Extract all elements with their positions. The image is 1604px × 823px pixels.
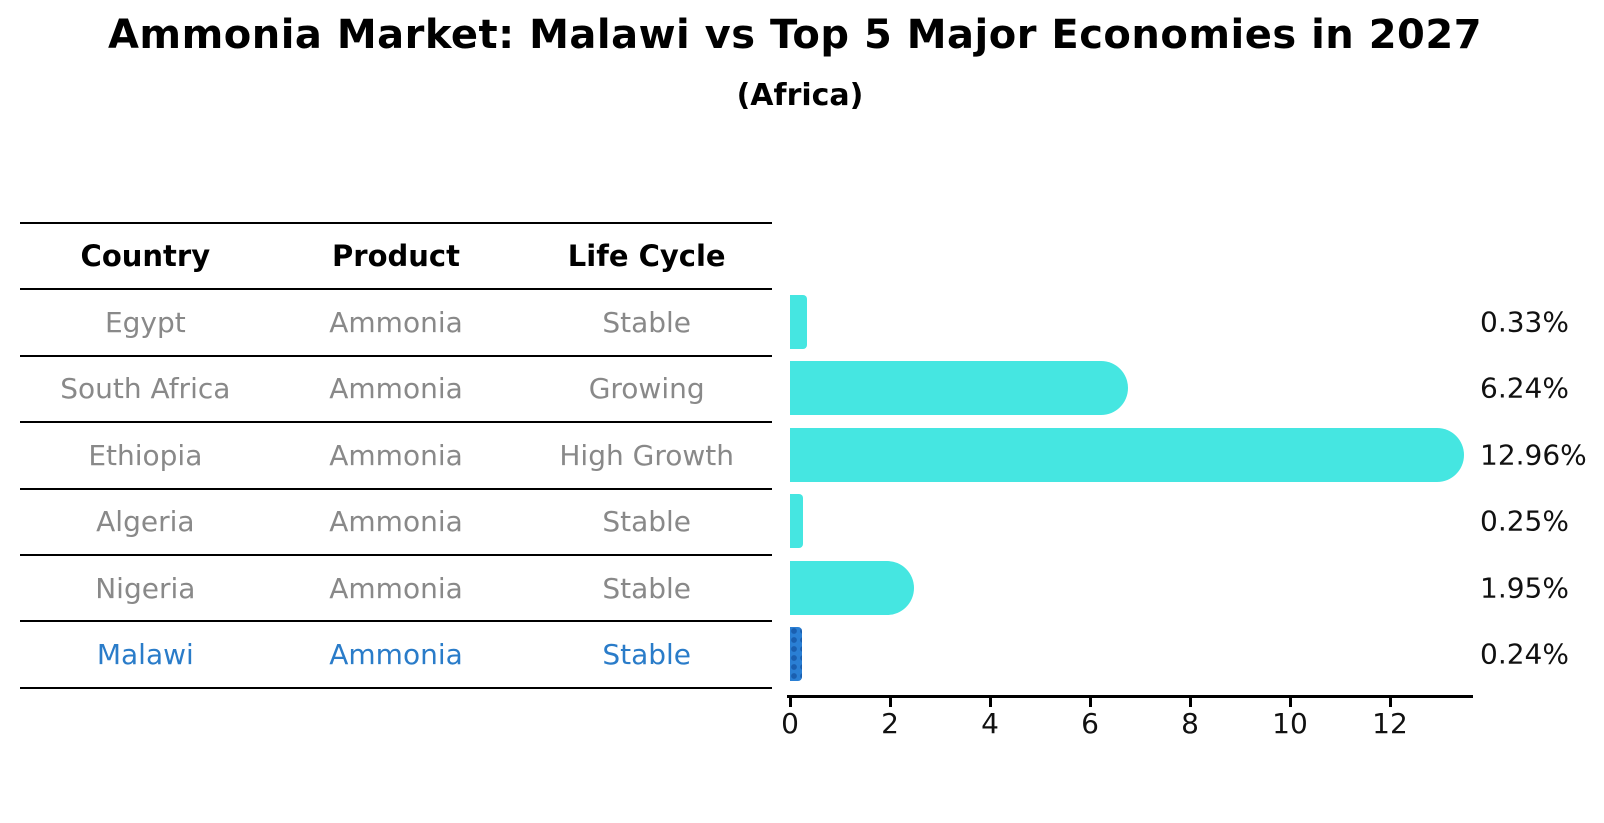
- bar-value-label: 12.96%: [1480, 438, 1587, 472]
- bar-egypt: [790, 295, 807, 349]
- table-row-malawi: Malawi Ammonia Stable: [20, 622, 772, 689]
- x-axis-tick: [988, 698, 992, 707]
- header-cell-life-cycle: Life Cycle: [567, 239, 726, 274]
- x-axis-tick-label: 4: [981, 707, 999, 740]
- cell-life-cycle: Growing: [588, 372, 705, 406]
- x-axis-line: [787, 695, 1473, 698]
- cell-life-cycle: Stable: [602, 571, 692, 605]
- bar-nigeria: [790, 560, 914, 615]
- x-axis-tick: [888, 698, 892, 707]
- header-cell-product: Product: [332, 239, 460, 274]
- bar-ethiopia: [790, 427, 1464, 482]
- x-axis-tick-label: 8: [1181, 707, 1199, 740]
- table-row-nigeria: Nigeria Ammonia Stable: [20, 556, 772, 623]
- cell-product: Ammonia: [329, 571, 463, 605]
- x-axis-tick-label: 6: [1081, 707, 1099, 740]
- cell-life-cycle: Stable: [602, 638, 692, 672]
- cell-country: Egypt: [104, 306, 186, 340]
- x-axis-tick-label: 2: [881, 707, 899, 740]
- table-row-algeria: Algeria Ammonia Stable: [20, 490, 772, 556]
- bar-value-label: 0.33%: [1480, 305, 1569, 339]
- x-axis-tick-label: 10: [1272, 707, 1308, 740]
- cell-product: Ammonia: [329, 438, 463, 472]
- bar-algeria: [790, 494, 803, 549]
- bar-value-label: 6.24%: [1480, 371, 1569, 405]
- x-axis-tick: [788, 698, 792, 707]
- table-row-egypt: Egypt Ammonia Stable: [20, 290, 772, 357]
- x-axis-tick: [1188, 698, 1192, 707]
- bar-value-label: 1.95%: [1480, 571, 1569, 605]
- table-row-south-africa: South Africa Ammonia Growing: [20, 357, 772, 424]
- x-axis-tick: [1088, 698, 1092, 707]
- x-axis-tick: [1288, 698, 1292, 707]
- x-axis-tick: [1388, 698, 1392, 707]
- header-cell-country: Country: [80, 239, 211, 274]
- page-subtitle: (Africa): [736, 78, 864, 113]
- cell-country: South Africa: [60, 372, 231, 406]
- cell-life-cycle: High Growth: [559, 438, 734, 472]
- bar-malawi: [790, 627, 802, 681]
- table-header-row: Country Product Life Cycle: [20, 222, 772, 291]
- cell-life-cycle: Stable: [602, 306, 692, 340]
- bar-value-label: 0.24%: [1480, 637, 1569, 671]
- cell-country: Ethiopia: [88, 438, 203, 472]
- cell-life-cycle: Stable: [602, 505, 692, 539]
- cell-product: Ammonia: [329, 638, 463, 672]
- cell-product: Ammonia: [329, 372, 463, 406]
- x-axis-tick-label: 0: [781, 707, 799, 740]
- x-axis-tick-label: 12: [1372, 707, 1408, 740]
- bar-south-africa: [790, 361, 1128, 416]
- table-row-ethiopia: Ethiopia Ammonia High Growth: [20, 423, 772, 490]
- cell-product: Ammonia: [329, 306, 463, 340]
- cell-country: Algeria: [96, 505, 195, 539]
- cell-country: Nigeria: [95, 571, 196, 605]
- cell-country: Malawi: [96, 638, 194, 672]
- page-title: Ammonia Market: Malawi vs Top 5 Major Ec…: [107, 12, 1483, 58]
- data-table: Country Product Life Cycle Egypt Ammonia…: [20, 222, 772, 689]
- cell-product: Ammonia: [329, 505, 463, 539]
- bar-value-label: 0.25%: [1480, 504, 1569, 538]
